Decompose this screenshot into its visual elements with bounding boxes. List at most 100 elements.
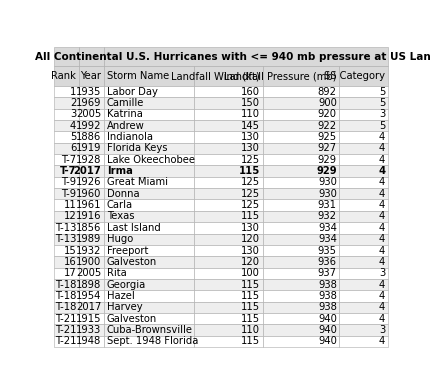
Text: 3: 3 [378,268,384,278]
Text: 935: 935 [317,246,336,255]
Bar [79,154,104,165]
Bar [54,336,79,347]
Text: All Continental U.S. Hurricanes with <= 940 mb pressure at US Landfall: All Continental U.S. Hurricanes with <= … [35,51,430,62]
Bar [339,120,387,131]
Text: 115: 115 [240,211,259,222]
Bar [104,177,194,188]
Bar [194,154,262,165]
Bar [194,131,262,143]
Bar [194,66,262,86]
Bar [194,177,262,188]
Bar [79,256,104,268]
Text: 892: 892 [317,87,336,96]
Bar [104,256,194,268]
Text: T-21: T-21 [55,337,76,346]
Text: 1992: 1992 [76,121,101,131]
Bar [262,256,339,268]
Text: 1928: 1928 [76,155,101,165]
Bar [194,222,262,234]
Bar [339,211,387,222]
Text: 5: 5 [70,132,76,142]
Text: 934: 934 [317,234,336,244]
Text: 3: 3 [70,109,76,119]
Text: T-7: T-7 [61,155,76,165]
Bar [194,324,262,336]
Bar [79,86,104,97]
Bar [194,279,262,290]
Bar [54,268,79,279]
Text: 930: 930 [317,189,336,199]
Bar [339,188,387,199]
Bar [104,108,194,120]
Text: 1: 1 [70,87,76,96]
Bar [79,268,104,279]
Text: T-9: T-9 [61,189,76,199]
Bar [194,86,262,97]
Text: SS Category: SS Category [323,71,384,81]
Bar [194,245,262,256]
Text: 4: 4 [378,234,384,244]
Bar [104,165,194,177]
Bar [194,290,262,301]
Bar [194,143,262,154]
Bar [262,165,339,177]
Text: 934: 934 [317,223,336,233]
Bar [104,211,194,222]
Bar [262,279,339,290]
Bar [104,234,194,245]
Text: Katrina: Katrina [106,109,142,119]
Bar [54,301,79,313]
Bar [262,245,339,256]
Text: 1954: 1954 [76,291,101,301]
Bar [339,268,387,279]
Text: 1900: 1900 [76,257,101,267]
Bar [262,143,339,154]
Text: 115: 115 [240,280,259,290]
Text: Texas: Texas [106,211,134,222]
Text: 15: 15 [63,246,76,255]
Text: 125: 125 [240,189,259,199]
Text: 4: 4 [378,223,384,233]
Bar [339,66,387,86]
Bar [104,324,194,336]
Bar [262,313,339,324]
Bar [79,290,104,301]
Bar [54,66,79,86]
Text: 1926: 1926 [76,177,101,187]
Text: Rita: Rita [106,268,126,278]
Text: T-18: T-18 [55,291,76,301]
Text: 938: 938 [317,291,336,301]
Bar [339,86,387,97]
Text: 1915: 1915 [76,314,101,324]
Text: Year: Year [80,71,101,81]
Bar [104,131,194,143]
Text: 940: 940 [317,325,336,335]
Text: 1960: 1960 [76,189,101,199]
Text: 1969: 1969 [76,98,101,108]
Bar [79,143,104,154]
Text: 4: 4 [378,211,384,222]
Text: 120: 120 [240,234,259,244]
Bar [262,131,339,143]
Text: Indianola: Indianola [106,132,152,142]
Text: 900: 900 [317,98,336,108]
Text: Florida Keys: Florida Keys [106,143,167,153]
Text: 130: 130 [240,143,259,153]
Bar [194,188,262,199]
Text: 12: 12 [63,211,76,222]
Text: Sept. 1948 Florida: Sept. 1948 Florida [106,337,197,346]
Text: 1898: 1898 [76,280,101,290]
Text: 4: 4 [378,246,384,255]
Bar [339,108,387,120]
Bar [339,336,387,347]
Bar [194,301,262,313]
Text: Freeport: Freeport [106,246,147,255]
Text: 11: 11 [63,200,76,210]
Text: 4: 4 [377,166,384,176]
Text: 1948: 1948 [76,337,101,346]
Text: 115: 115 [240,337,259,346]
Bar [104,188,194,199]
Text: T-13: T-13 [55,223,76,233]
Bar [262,290,339,301]
Bar [194,165,262,177]
